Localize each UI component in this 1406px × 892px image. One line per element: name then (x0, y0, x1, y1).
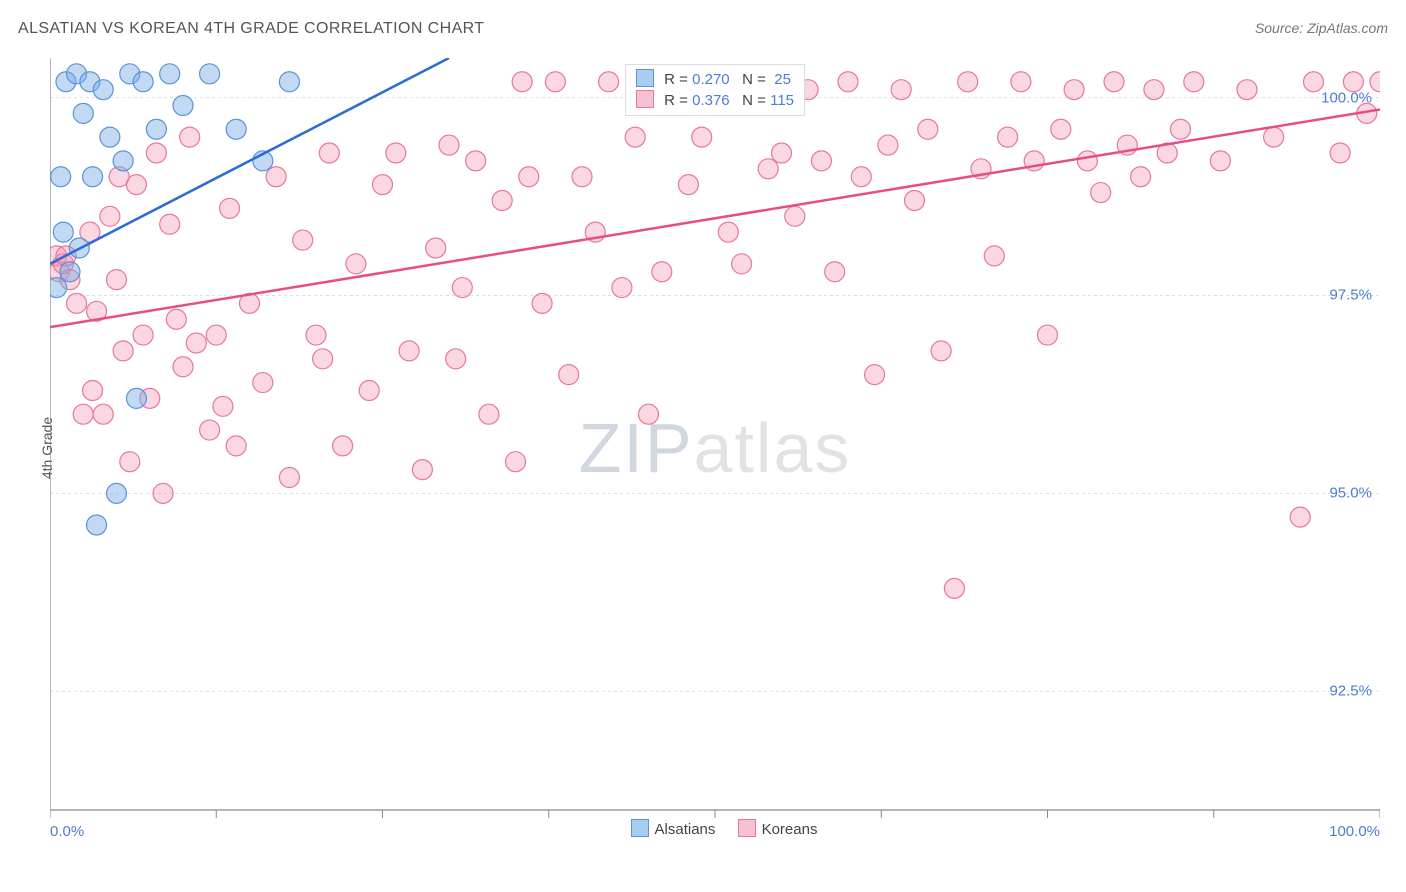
y-tick-label: 100.0% (1321, 89, 1372, 106)
swatch-icon (636, 69, 654, 87)
y-tick-label: 95.0% (1329, 485, 1372, 502)
chart-area: 4th Grade ZIPatlas R = 0.270 N = 25 R = … (50, 58, 1380, 838)
y-tick-label: 97.5% (1329, 287, 1372, 304)
legend-row-koreans: R = 0.376 N = 115 (636, 90, 794, 111)
swatch-icon (636, 90, 654, 108)
y-tick-label: 92.5% (1329, 683, 1372, 700)
legend-row-alsatians: R = 0.270 N = 25 (636, 69, 794, 90)
swatch-icon (631, 819, 649, 837)
source-label: Source: ZipAtlas.com (1255, 20, 1388, 36)
chart-title: ALSATIAN VS KOREAN 4TH GRADE CORRELATION… (18, 20, 485, 37)
correlation-legend: R = 0.270 N = 25 R = 0.376 N = 115 (625, 64, 805, 116)
bottom-legend: Alsatians Koreans (50, 819, 1380, 838)
swatch-icon (738, 819, 756, 837)
scatter-plot-svg (50, 58, 1380, 838)
